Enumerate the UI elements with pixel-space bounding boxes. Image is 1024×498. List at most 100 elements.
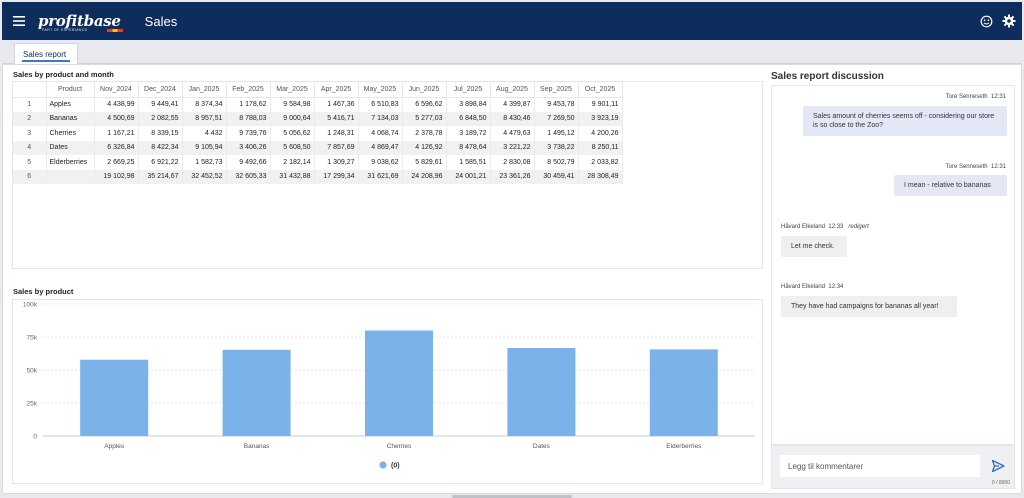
value-cell[interactable]: 6 921,22 bbox=[138, 155, 183, 170]
value-cell[interactable]: 5 277,03 bbox=[402, 111, 447, 126]
column-header[interactable]: Jul_2025 bbox=[446, 82, 491, 98]
value-cell[interactable]: 5 056,62 bbox=[270, 126, 315, 141]
value-cell[interactable]: 1 248,31 bbox=[314, 126, 359, 141]
value-cell[interactable]: 1 309,27 bbox=[314, 155, 359, 170]
value-cell[interactable]: 3 738,22 bbox=[534, 140, 579, 155]
value-cell[interactable]: 2 669,25 bbox=[94, 155, 139, 170]
bar-elderberries[interactable] bbox=[649, 349, 718, 436]
value-cell[interactable]: 6 596,62 bbox=[402, 97, 447, 112]
value-cell[interactable]: 9 038,62 bbox=[358, 155, 403, 170]
bar-bananas[interactable] bbox=[222, 349, 291, 436]
legend-marker[interactable] bbox=[379, 461, 387, 469]
value-cell[interactable]: 4 438,99 bbox=[94, 97, 139, 112]
value-cell[interactable]: 1 495,12 bbox=[534, 126, 579, 141]
value-cell[interactable]: 2 082,55 bbox=[138, 111, 183, 126]
value-cell[interactable]: 23 361,26 bbox=[490, 169, 535, 184]
value-cell[interactable]: 2 378,78 bbox=[402, 126, 447, 141]
value-cell[interactable]: 4 432 bbox=[182, 126, 227, 141]
value-cell[interactable]: 7 269,50 bbox=[534, 111, 579, 126]
table-row[interactable]: 3 Cherries 1 167,21 8 339,15 4 432 9 739,76 5 … bbox=[13, 126, 623, 141]
column-header[interactable]: Jan_2025 bbox=[182, 82, 227, 98]
value-cell[interactable]: 1 467,36 bbox=[314, 97, 359, 112]
column-header[interactable]: Mar_2025 bbox=[270, 82, 315, 98]
column-header[interactable]: Aug_2025 bbox=[490, 82, 535, 98]
value-cell[interactable]: 19 102,98 bbox=[94, 169, 139, 184]
value-cell[interactable]: 3 189,72 bbox=[446, 126, 491, 141]
value-cell[interactable]: 7 857,69 bbox=[314, 140, 359, 155]
product-cell[interactable]: Bananas bbox=[46, 111, 95, 126]
value-cell[interactable]: 30 459,41 bbox=[534, 169, 579, 184]
value-cell[interactable]: 3 898,84 bbox=[446, 97, 491, 112]
column-header[interactable]: May_2025 bbox=[358, 82, 403, 98]
product-cell[interactable]: Elderberries bbox=[46, 155, 95, 170]
column-header[interactable]: Sep_2025 bbox=[534, 82, 579, 98]
value-cell[interactable]: 9 584,98 bbox=[270, 97, 315, 112]
value-cell[interactable]: 2 033,82 bbox=[578, 155, 623, 170]
value-cell[interactable]: 8 430,46 bbox=[490, 111, 535, 126]
tab-sales-report[interactable]: Sales report bbox=[14, 43, 78, 64]
value-cell[interactable]: 8 502,79 bbox=[534, 155, 579, 170]
value-cell[interactable]: 8 374,34 bbox=[182, 97, 227, 112]
value-cell[interactable]: 6 848,50 bbox=[446, 111, 491, 126]
value-cell[interactable]: 9 492,66 bbox=[226, 155, 271, 170]
value-cell[interactable]: 4 479,63 bbox=[490, 126, 535, 141]
column-header[interactable]: Dec_2024 bbox=[138, 82, 183, 98]
value-cell[interactable]: 1 585,51 bbox=[446, 155, 491, 170]
value-cell[interactable]: 2 830,08 bbox=[490, 155, 535, 170]
value-cell[interactable]: 4 200,26 bbox=[578, 126, 623, 141]
value-cell[interactable]: 9 901,11 bbox=[578, 97, 623, 112]
product-cell[interactable]: Dates bbox=[46, 140, 95, 155]
bar-dates[interactable] bbox=[507, 347, 576, 436]
send-icon[interactable] bbox=[991, 459, 1005, 478]
gear-icon[interactable] bbox=[1002, 14, 1016, 28]
value-cell[interactable]: 5 608,50 bbox=[270, 140, 315, 155]
value-cell[interactable]: 8 478,64 bbox=[446, 140, 491, 155]
value-cell[interactable]: 4 399,87 bbox=[490, 97, 535, 112]
hamburger-icon[interactable] bbox=[2, 2, 36, 40]
value-cell[interactable]: 9 105,94 bbox=[182, 140, 227, 155]
smiley-icon[interactable] bbox=[980, 15, 993, 28]
value-cell[interactable]: 3 923,19 bbox=[578, 111, 623, 126]
value-cell[interactable]: 9 453,78 bbox=[534, 97, 579, 112]
window-resize-handle[interactable] bbox=[452, 495, 572, 498]
value-cell[interactable]: 5 416,71 bbox=[314, 111, 359, 126]
value-cell[interactable]: 1 167,21 bbox=[94, 126, 139, 141]
value-cell[interactable]: 8 788,03 bbox=[226, 111, 271, 126]
value-cell[interactable]: 35 214,67 bbox=[138, 169, 183, 184]
value-cell[interactable]: 3 221,22 bbox=[490, 140, 535, 155]
column-header[interactable]: Apr_2025 bbox=[314, 82, 359, 98]
product-cell[interactable]: Apples bbox=[46, 97, 95, 112]
column-header[interactable]: Jun_2025 bbox=[402, 82, 447, 98]
value-cell[interactable]: 32 605,33 bbox=[226, 169, 271, 184]
value-cell[interactable]: 1 582,73 bbox=[182, 155, 227, 170]
value-cell[interactable]: 6 510,83 bbox=[358, 97, 403, 112]
value-cell[interactable]: 7 134,03 bbox=[358, 111, 403, 126]
value-cell[interactable]: 24 208,96 bbox=[402, 169, 447, 184]
bar-apples[interactable] bbox=[80, 359, 149, 436]
value-cell[interactable]: 31 621,69 bbox=[358, 169, 403, 184]
column-header[interactable]: Nov_2024 bbox=[94, 82, 139, 98]
value-cell[interactable]: 9 449,41 bbox=[138, 97, 183, 112]
value-cell[interactable]: 31 432,88 bbox=[270, 169, 315, 184]
value-cell[interactable]: 8 339,15 bbox=[138, 126, 183, 141]
value-cell[interactable]: 24 001,21 bbox=[446, 169, 491, 184]
table-row[interactable]: 4 Dates 6 326,84 8 422,34 9 105,94 3 406,26 5 … bbox=[13, 140, 623, 155]
bar-cherries[interactable] bbox=[365, 330, 433, 436]
value-cell[interactable]: 28 308,49 bbox=[578, 169, 623, 184]
value-cell[interactable]: 9 739,76 bbox=[226, 126, 271, 141]
value-cell[interactable]: 4 126,92 bbox=[402, 140, 447, 155]
value-cell[interactable]: 8 957,51 bbox=[182, 111, 227, 126]
table-row[interactable]: 6 19 102,98 35 214,67 32 452,52 32 605,33 31 … bbox=[13, 169, 623, 184]
value-cell[interactable]: 32 452,52 bbox=[182, 169, 227, 184]
product-cell[interactable] bbox=[46, 169, 95, 184]
column-header[interactable]: Oct_2025 bbox=[578, 82, 623, 98]
value-cell[interactable]: 17 299,34 bbox=[314, 169, 359, 184]
value-cell[interactable]: 4 068,74 bbox=[358, 126, 403, 141]
value-cell[interactable]: 3 406,26 bbox=[226, 140, 271, 155]
column-header[interactable]: Product bbox=[46, 82, 95, 98]
value-cell[interactable]: 4 500,69 bbox=[94, 111, 139, 126]
value-cell[interactable]: 6 326,84 bbox=[94, 140, 139, 155]
legend-label[interactable]: (0) bbox=[391, 463, 400, 470]
value-cell[interactable]: 1 178,62 bbox=[226, 97, 271, 112]
profitbase-logo[interactable]: profitbase PART OF EXPERIANCE bbox=[38, 11, 123, 32]
